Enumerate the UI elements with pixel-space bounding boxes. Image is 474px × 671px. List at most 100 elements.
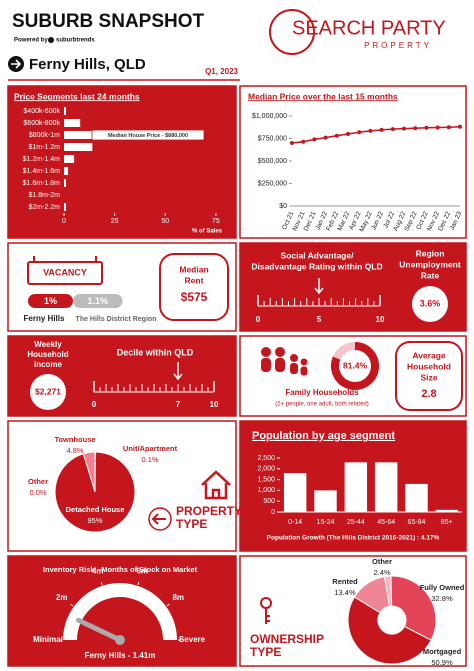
- section-title: PROPERTY: [176, 504, 242, 518]
- gauge-label: Minimal: [33, 635, 63, 644]
- x-tick-label: 45-64: [377, 519, 395, 526]
- price-point: [435, 125, 440, 130]
- price-point: [323, 135, 328, 140]
- household-title: Size: [420, 372, 437, 382]
- category-label: $600k-800k: [23, 120, 60, 127]
- vacancy-name: Ferny Hills: [24, 314, 65, 323]
- x-tick-label: 15-24: [317, 519, 335, 526]
- slice-label: Other: [28, 477, 48, 486]
- income-circle: [30, 374, 66, 410]
- bar: [344, 462, 368, 512]
- y-tick-label: $250,000: [258, 180, 287, 187]
- gauge-tick: [100, 581, 103, 585]
- category-label: $1m-1.2m: [28, 144, 60, 151]
- vacancy-value: 1.1%: [87, 296, 108, 306]
- bar: [405, 483, 428, 512]
- price-point: [301, 139, 306, 144]
- gauge-value: Ferny Hills - 1.41m: [85, 651, 156, 660]
- household-title: Household: [407, 361, 451, 371]
- pie-slice: [390, 575, 437, 641]
- rent-value: $575: [181, 290, 208, 304]
- y-tick-label: $500,000: [258, 158, 287, 165]
- chart-title: Population by age segment: [252, 430, 395, 442]
- bar: [64, 203, 67, 211]
- brand-icon: [48, 37, 54, 43]
- powered-by: Powered by: [14, 38, 48, 44]
- panel: [239, 85, 467, 239]
- family-icon-body: [275, 358, 285, 372]
- gauge-label: Severe: [179, 635, 206, 644]
- section-title: TYPE: [176, 517, 207, 531]
- inventory-title: Inventory Risk - Months of Stock on Mark…: [43, 565, 198, 574]
- slice-label: Other: [372, 557, 392, 566]
- scale-label: 0: [256, 315, 261, 324]
- period: Q1, 2023: [205, 67, 238, 76]
- vacancy-bar: [73, 294, 123, 308]
- unemployment-value: 3.6%: [420, 298, 441, 308]
- y-tick-label: 1,500: [257, 476, 275, 483]
- rent-box: [159, 253, 229, 321]
- logo-text: SEARCH PARTY: [292, 17, 446, 39]
- rent-title: Median: [179, 264, 208, 274]
- family-value: 81.4%: [343, 360, 368, 370]
- scale-value: 7: [176, 400, 181, 409]
- slice-value: 95%: [87, 516, 102, 525]
- chart-title: Median Price over the last 15 months: [248, 91, 398, 101]
- slice-value: 4.8%: [66, 446, 83, 455]
- y-tick-label: 0: [271, 509, 275, 516]
- unemployment-title: Rate: [421, 270, 440, 280]
- vacancy-name: The Hills District Region: [76, 316, 157, 323]
- arrow-ring: [148, 507, 172, 531]
- pie-slice: [347, 596, 432, 665]
- gauge-tick: [137, 581, 140, 585]
- page-title: SUBURB SNAPSHOT: [12, 11, 205, 32]
- house-icon: [201, 470, 231, 500]
- bar: [64, 107, 67, 115]
- x-tick-label: 0: [62, 218, 66, 225]
- annotation-box: [91, 129, 205, 141]
- price-point: [312, 137, 317, 142]
- family-ring: [331, 342, 379, 390]
- x-tick-label: 0-14: [288, 519, 302, 526]
- x-tick-label: 25: [111, 218, 119, 225]
- unemployment-circle: [412, 286, 448, 322]
- logo-subtext: PROPERTY: [364, 41, 432, 50]
- family-icon-head: [275, 347, 285, 357]
- scale-label: 0: [92, 400, 97, 409]
- y-tick-label: 2,000: [257, 466, 275, 473]
- slice-label: Detached House: [66, 505, 125, 514]
- slice-label: Unit/Apartment: [123, 444, 178, 453]
- logo-ring: [269, 9, 315, 55]
- scale-pointer: [314, 278, 324, 295]
- unemployment-title: Unemployment: [399, 259, 461, 269]
- bar: [374, 462, 398, 512]
- gauge-label: 6m: [136, 567, 148, 576]
- scale-label: 10: [210, 400, 219, 409]
- gauge-arc: [63, 583, 177, 641]
- bar: [64, 179, 67, 187]
- footnote: Population Growth (The Hills District 20…: [267, 535, 440, 542]
- price-point: [368, 128, 373, 133]
- gauge-label: 2m: [56, 593, 68, 602]
- y-tick-label: 2,500: [257, 455, 275, 462]
- pie-slice: [54, 451, 136, 533]
- location-arrow: [11, 59, 22, 69]
- household-title: Average: [412, 350, 446, 360]
- vacancy-bar: [28, 294, 73, 308]
- x-axis-label: % of Sales: [192, 229, 223, 235]
- bar: [435, 509, 459, 512]
- family-note: (2+ people, one adult, both related): [275, 402, 369, 408]
- slice-label: Mortgaged: [423, 647, 462, 656]
- sign-text: VACANCY: [43, 267, 87, 277]
- rating-title: Social Advantage/: [281, 250, 355, 260]
- family-icon-head: [290, 354, 298, 362]
- y-tick-label: 500: [263, 498, 275, 505]
- category-label: $800k-1m: [29, 132, 60, 139]
- income-title: income: [34, 360, 63, 369]
- gauge-tick: [70, 603, 74, 607]
- decile-title: Decile within QLD: [117, 347, 194, 357]
- vacancy-value: 1%: [44, 296, 57, 306]
- suburb-name: Ferny Hills, QLD: [29, 56, 146, 73]
- household-box: [395, 341, 463, 411]
